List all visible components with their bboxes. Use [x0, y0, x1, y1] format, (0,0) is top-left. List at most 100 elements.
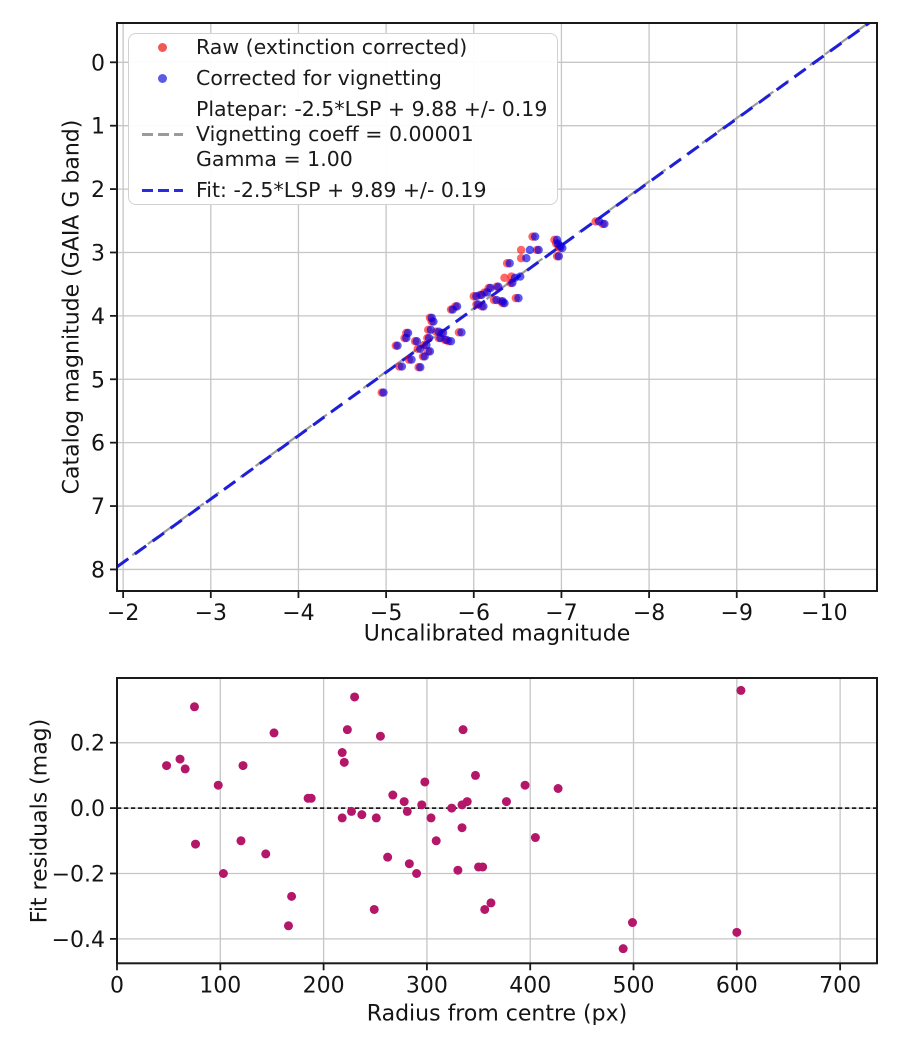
x-tick-label: −9 — [721, 601, 753, 626]
legend-label: Platepar: -2.5*LSP + 9.88 +/- 0.19 Vigne… — [196, 97, 547, 172]
corrected-point — [416, 344, 425, 354]
residual-point — [412, 868, 422, 878]
residual-point — [375, 731, 385, 741]
legend-entry-raw: Raw (extinction corrected) — [129, 35, 549, 60]
y-tick-label: 3 — [91, 241, 105, 266]
y-tick-label: 5 — [91, 368, 105, 393]
y-tick-label: 2 — [91, 178, 105, 203]
x-tick-label: 600 — [716, 973, 758, 998]
corrected-point — [424, 333, 434, 343]
residual-point — [283, 921, 293, 931]
residual-point — [350, 692, 360, 702]
residual-point — [736, 685, 746, 695]
bottom-y-axis-label: Fit residuals (mag) — [27, 718, 53, 924]
corrected-point — [416, 363, 425, 372]
residual-point — [457, 823, 467, 833]
residual-point — [162, 761, 172, 771]
corrected-point — [397, 362, 407, 371]
corrected-point — [525, 245, 535, 255]
x-tick-label: 500 — [613, 973, 655, 998]
residual-point — [388, 790, 398, 800]
residual-point — [287, 891, 297, 901]
platepar-line-3: Gamma = 1.00 — [196, 147, 353, 171]
corrected-point — [425, 347, 435, 356]
corrected-point — [379, 388, 388, 397]
corrected-point — [486, 283, 495, 293]
corrected-point — [446, 337, 456, 346]
legend-entry-fit: Fit: -2.5*LSP + 9.89 +/- 0.19 — [129, 178, 549, 203]
corrected-point — [500, 298, 509, 308]
x-tick-label: −4 — [282, 601, 314, 626]
raw-point — [516, 245, 526, 255]
residual-point — [306, 793, 316, 803]
residual-point — [402, 806, 412, 816]
x-tick-label: −5 — [370, 601, 402, 626]
residual-point — [238, 761, 248, 771]
residual-point — [462, 797, 472, 807]
residual-point — [269, 728, 279, 738]
residual-point — [189, 702, 199, 712]
corrected-point — [402, 333, 411, 343]
residual-point — [218, 868, 228, 878]
legend: Raw (extinction corrected) Corrected for… — [128, 33, 558, 205]
legend-label: Fit: -2.5*LSP + 9.89 +/- 0.19 — [196, 178, 487, 202]
raw-point — [500, 273, 509, 283]
x-tick-label: −10 — [801, 601, 847, 626]
residual-point — [501, 797, 511, 807]
fit-residuals-plot: 0 100 200 300 400 500 600 700 0.2 0.0 −0.2 −0.4 — [52, 677, 878, 998]
residual-point — [371, 813, 381, 823]
plot-frame — [116, 22, 878, 592]
fit-dash-marker — [142, 188, 183, 193]
residual-point — [486, 898, 496, 908]
residual-point — [213, 780, 223, 790]
residual-point — [732, 927, 742, 937]
x-tick-label: 400 — [509, 973, 551, 998]
residual-point — [553, 783, 563, 793]
corrected-point — [473, 300, 483, 309]
corrected-point — [412, 337, 421, 346]
residual-point — [431, 836, 441, 846]
y-tick-label: 0 — [91, 51, 105, 76]
legend-label: Raw (extinction corrected) — [196, 35, 468, 59]
residual-point — [342, 725, 352, 735]
x-tick-label: −3 — [195, 601, 227, 626]
x-tick-label: 300 — [406, 973, 448, 998]
residual-point — [470, 770, 480, 780]
residual-point — [357, 810, 367, 820]
y-tick-label: −0.2 — [52, 862, 105, 887]
corrected-point — [600, 219, 609, 229]
residual-point — [337, 748, 347, 758]
corrected-point — [505, 259, 514, 268]
y-tick-label: 4 — [91, 305, 105, 330]
corrected-point — [514, 293, 523, 303]
corrected-point — [530, 232, 540, 241]
residual-point — [627, 918, 637, 928]
legend-entry-platepar: Platepar: -2.5*LSP + 9.88 +/- 0.19 Vigne… — [129, 97, 549, 172]
residual-point — [520, 780, 530, 790]
raw-dot-marker — [158, 43, 167, 52]
y-tick-label: 0.0 — [70, 797, 105, 822]
corrected-point — [393, 341, 402, 350]
corrected-point — [407, 355, 416, 364]
y-tick-label: 1 — [91, 115, 105, 140]
plot-frame — [116, 677, 878, 965]
residual-point — [236, 836, 246, 846]
corrected-point — [438, 328, 448, 338]
corrected-point — [426, 325, 436, 335]
y-tick-label: 7 — [91, 495, 105, 520]
residual-point — [618, 944, 628, 954]
top-x-axis-label: Uncalibrated magnitude — [363, 621, 631, 647]
y-tick-label: 6 — [91, 432, 105, 457]
bottom-x-axis-label: Radius from centre (px) — [366, 1001, 628, 1027]
residual-point — [180, 764, 190, 774]
residual-point — [261, 849, 271, 859]
legend-entry-corrected: Corrected for vignetting — [129, 66, 549, 91]
residual-point — [383, 852, 393, 862]
x-tick-label: −6 — [458, 601, 490, 626]
corrected-point — [516, 272, 525, 281]
y-tick-label: 0.2 — [70, 732, 105, 757]
y-tick-label: −0.4 — [52, 928, 105, 953]
residual-point — [458, 725, 468, 735]
residual-point — [175, 754, 185, 764]
